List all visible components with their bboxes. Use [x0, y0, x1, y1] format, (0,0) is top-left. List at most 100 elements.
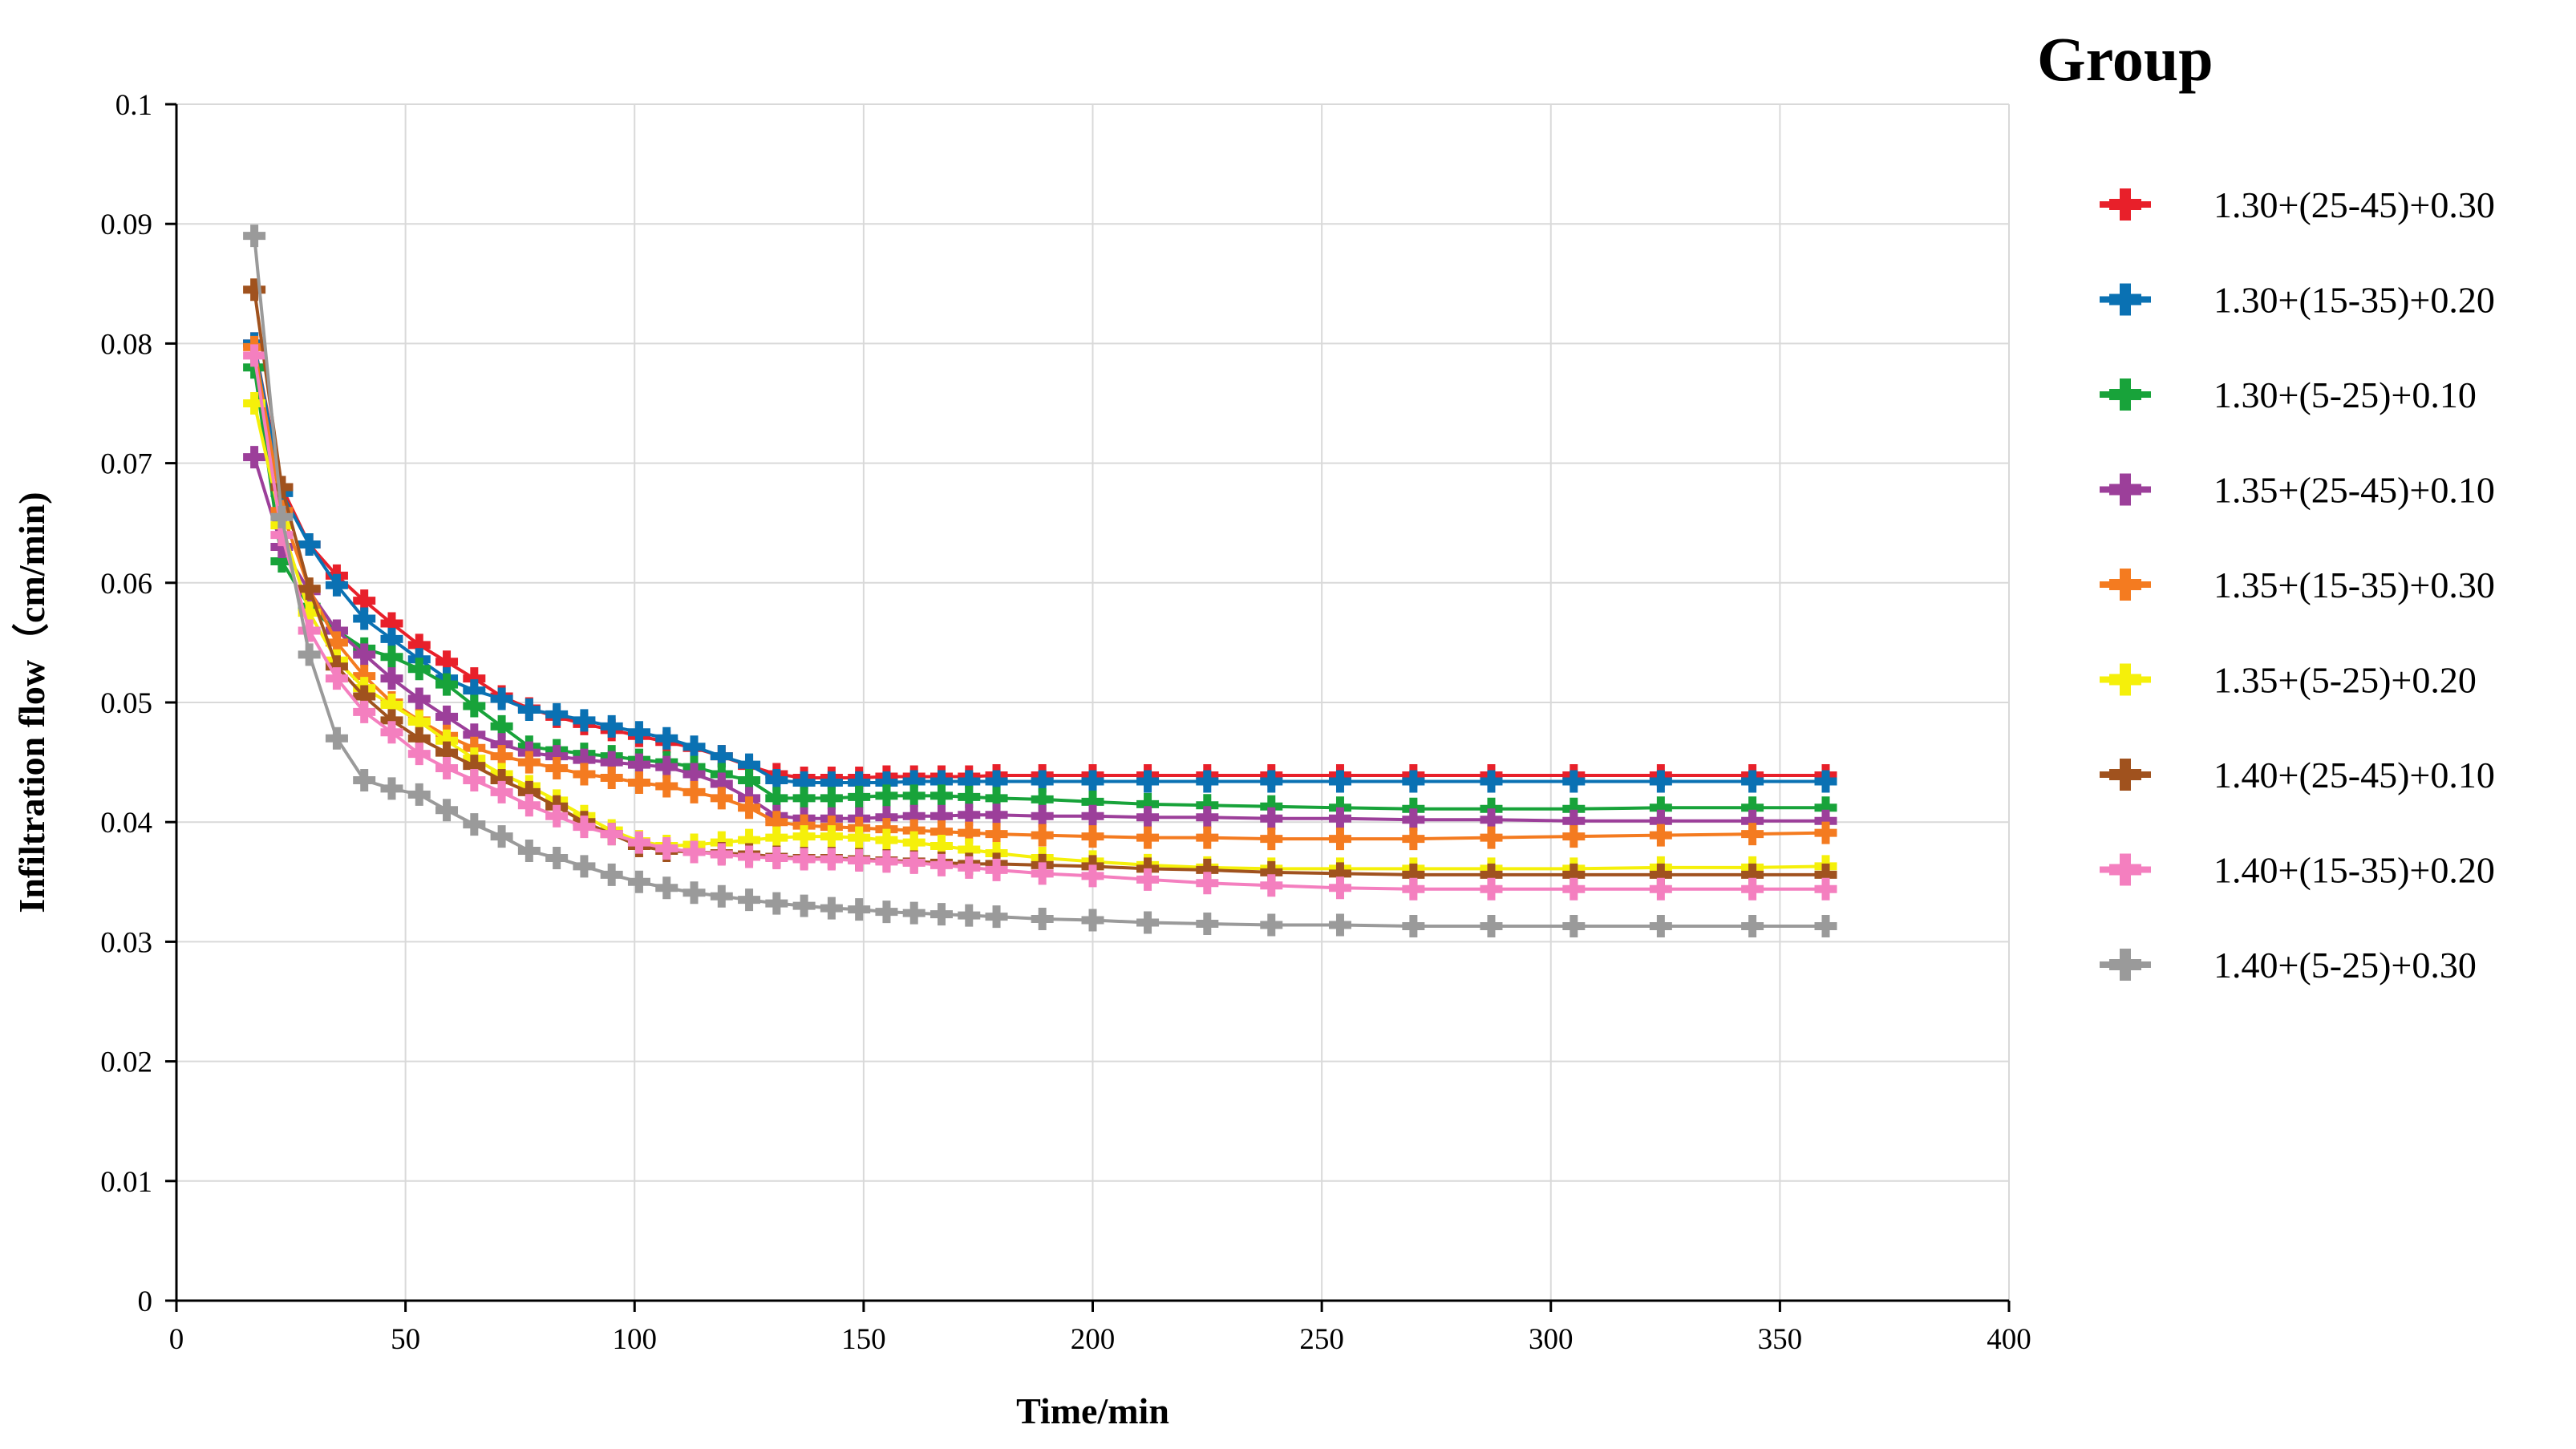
data-point: [875, 901, 898, 924]
legend-label: 1.40+(5-25)+0.30: [2213, 945, 2477, 986]
y-tick-label: 0.04: [100, 807, 152, 840]
data-point: [792, 787, 816, 810]
data-point: [902, 831, 925, 854]
legend-item: 1.35+(25-45)+0.10: [2100, 470, 2495, 511]
data-point: [1328, 770, 1351, 793]
y-tick-label: 0.01: [100, 1166, 152, 1199]
data-point: [325, 631, 348, 654]
series-line: [253, 346, 1826, 841]
data-point: [1649, 796, 1672, 820]
series-lines: [243, 225, 1837, 938]
data-point: [600, 863, 623, 886]
legend-label: 1.35+(15-35)+0.30: [2213, 565, 2495, 605]
data-point: [902, 819, 925, 842]
data-point: [738, 753, 761, 776]
legend-item: 1.30+(5-25)+0.10: [2100, 374, 2477, 415]
data-point: [1480, 808, 1503, 832]
y-axis-title: Infiltration flow（cm/min): [11, 492, 52, 913]
data-point: [1814, 863, 1837, 886]
data-point: [1402, 915, 1425, 938]
data-point: [1741, 809, 1764, 832]
data-point: [298, 619, 321, 642]
data-point: [1814, 915, 1837, 938]
data-point: [1741, 823, 1764, 846]
data-point: [958, 785, 981, 808]
data-point: [655, 775, 678, 798]
y-axis-ticks: 0 0.01 0.02 0.03 0.04 0.05 0.06 0.07 0.08 0.09 0.1: [100, 89, 176, 1318]
data-point: [682, 763, 706, 786]
data-point: [407, 633, 431, 657]
data-point: [848, 848, 871, 872]
data-point: [490, 733, 513, 756]
data-point: [875, 850, 898, 873]
data-point: [435, 741, 459, 764]
data-point: [985, 905, 1008, 929]
data-point: [463, 813, 486, 836]
legend-label: 1.30+(15-35)+0.20: [2213, 280, 2495, 321]
data-point: [902, 901, 925, 925]
x-tick-label: 50: [391, 1323, 420, 1356]
legend-label: 1.30+(25-45)+0.30: [2213, 184, 2495, 225]
legend-item: 1.35+(5-25)+0.20: [2100, 660, 2477, 701]
data-point: [710, 787, 733, 810]
data-point: [765, 826, 788, 849]
data-point: [1196, 770, 1219, 793]
data-point: [600, 823, 623, 846]
data-point: [930, 835, 953, 858]
data-point: [380, 627, 403, 650]
data-point: [765, 892, 788, 915]
data-point: [1649, 770, 1672, 793]
legend-item: 1.30+(25-45)+0.30: [2100, 184, 2495, 225]
legend-label: 1.30+(5-25)+0.10: [2213, 374, 2477, 415]
data-point: [765, 787, 788, 810]
data-point: [380, 612, 403, 635]
data-point: [243, 278, 266, 302]
series-line: [253, 403, 1826, 871]
y-tick-label: 0.05: [100, 687, 152, 720]
data-point: [353, 607, 376, 630]
data-point: [243, 446, 266, 469]
data-point: [490, 687, 513, 710]
data-point: [270, 505, 294, 528]
data-point: [792, 825, 816, 848]
legend-label: 1.35+(25-45)+0.10: [2213, 470, 2495, 511]
legend-marker: [2109, 473, 2141, 506]
data-point: [792, 894, 816, 917]
data-point: [765, 768, 788, 791]
data-point: [682, 780, 706, 803]
series-line: [253, 343, 1826, 779]
data-point: [1260, 828, 1283, 851]
data-point: [738, 796, 761, 820]
data-point: [435, 757, 459, 780]
data-point: [573, 855, 596, 878]
data-point: [545, 745, 569, 768]
data-point: [407, 710, 431, 733]
data-point: [270, 549, 294, 573]
data-point: [1260, 795, 1283, 818]
data-point: [1081, 790, 1104, 813]
data-point: [243, 225, 266, 248]
data-point: [1480, 826, 1503, 849]
data-point: [1136, 826, 1160, 849]
x-tick-label: 100: [613, 1323, 658, 1356]
data-point: [792, 848, 816, 871]
data-point: [298, 601, 321, 625]
legend-marker: [2109, 188, 2141, 221]
data-point: [380, 646, 403, 669]
series-line: [253, 456, 1826, 823]
data-point: [1196, 858, 1219, 881]
data-point: [1260, 807, 1283, 830]
data-point: [765, 846, 788, 869]
data-point: [490, 825, 513, 848]
data-point: [325, 655, 348, 678]
data-point: [958, 904, 981, 927]
data-point: [1081, 804, 1104, 828]
data-point: [655, 876, 678, 900]
data-point: [1814, 770, 1837, 793]
data-point: [353, 685, 376, 708]
data-point: [902, 770, 925, 793]
data-point: [1649, 809, 1672, 832]
x-tick-label: 200: [1071, 1323, 1116, 1356]
data-point: [270, 524, 294, 547]
